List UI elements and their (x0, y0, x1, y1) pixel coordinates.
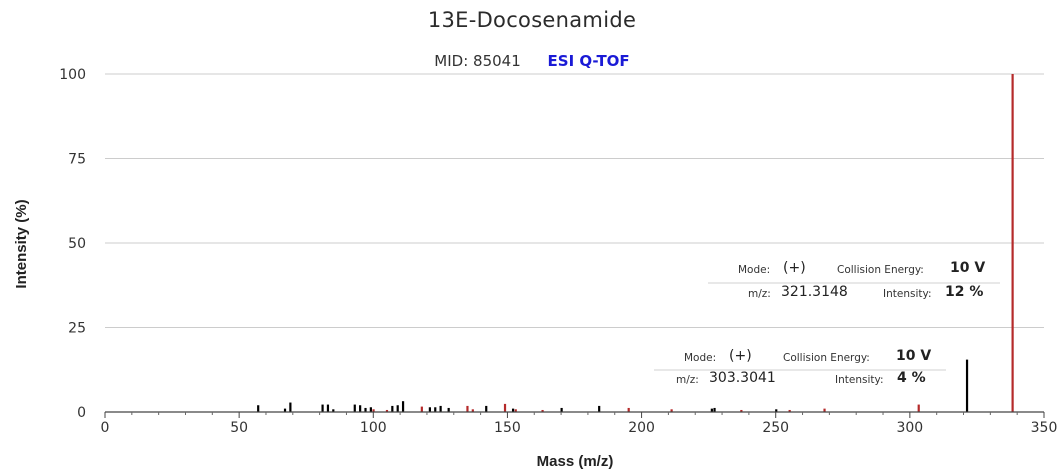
annotation-321-energy-label: Collision Energy: (837, 264, 924, 276)
annotation-303-mz-value: 303.3041 (709, 370, 776, 386)
peaks-group (257, 74, 1014, 412)
chart-title: 13E-Docosenamide (427, 8, 637, 32)
annotation-303-energy-value: 10 V (896, 348, 931, 364)
annotation-303-intensity-value: 4 % (897, 370, 926, 386)
annotation-303-mz-label: m/z: (676, 374, 699, 386)
annotation-321-mz-label: m/z: (748, 288, 771, 300)
annotation-321: Mode: (+) Collision Energy: 10 V m/z: 32… (708, 260, 1000, 300)
annotation-303: Mode: (+) Collision Energy: 10 V m/z: 30… (654, 348, 946, 386)
annotation-321-intensity-label: Intensity: (883, 288, 931, 300)
x-tick-label-100: 100 (360, 420, 387, 436)
annotation-321-energy-value: 10 V (950, 260, 985, 276)
x-tick-label-200: 200 (628, 420, 655, 436)
x-tick-label-50: 50 (230, 420, 248, 436)
y-axis-label: Intensity (%) (13, 199, 30, 288)
x-tick-label-0: 0 (101, 420, 110, 436)
x-tick-label-250: 250 (762, 420, 789, 436)
y-tick-label-75: 75 (68, 152, 86, 168)
svg-text:Mode:: Mode: (738, 264, 770, 276)
x-tick-labels: 0 50 100 150 200 250 300 350 (101, 420, 1058, 436)
y-tick-labels: 0 25 50 75 100 (59, 67, 86, 421)
y-tick-label-0: 0 (77, 405, 86, 421)
x-tick-label-350: 350 (1031, 420, 1058, 436)
y-tick-label-100: 100 (59, 67, 86, 83)
x-tick-label-300: 300 (896, 420, 923, 436)
mid-label: MID: 85041 (434, 52, 521, 70)
annotation-321-mode-label: Mode: (738, 264, 770, 276)
annotation-303-energy-label: Collision Energy: (783, 352, 870, 364)
x-tick-label-150: 150 (494, 420, 521, 436)
grid-lines (105, 73, 1044, 328)
annotation-321-mode-value: (+) (783, 260, 806, 276)
annotation-303-mode-value: (+) (729, 348, 752, 364)
annotation-303-mode-label: Mode: (684, 352, 716, 364)
y-tick-label-25: 25 (68, 321, 86, 337)
annotation-303-intensity-label: Intensity: (835, 374, 883, 386)
method-label: ESI Q-TOF (547, 52, 630, 70)
x-axis-label: Mass (m/z) (537, 453, 614, 470)
annotation-321-mz-value: 321.3148 (781, 284, 848, 300)
annotation-321-intensity-value: 12 % (945, 284, 983, 300)
chart-subtitle: MID: 85041 ESI Q-TOF (0, 52, 1064, 70)
axes-group (104, 411, 1045, 418)
y-tick-label-50: 50 (68, 236, 86, 252)
